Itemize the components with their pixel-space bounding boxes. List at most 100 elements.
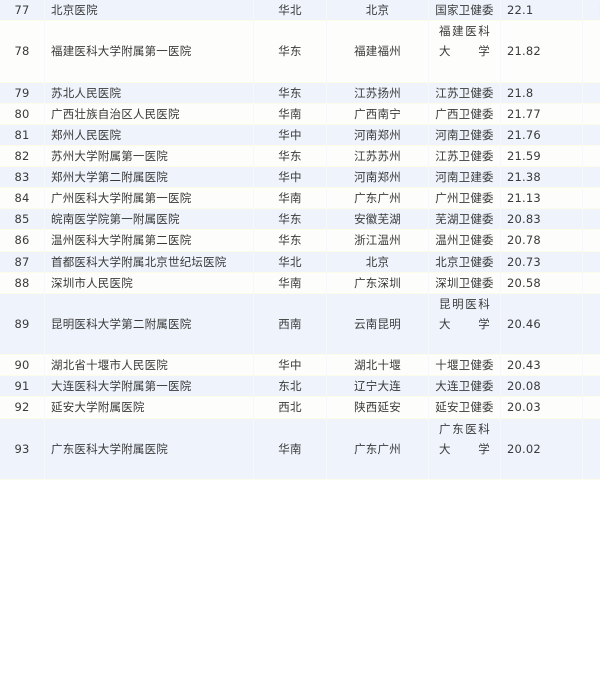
region-cell: 西北 (253, 396, 327, 418)
region-cell: 华东 (253, 20, 327, 82)
region-cell: 华北 (253, 0, 327, 21)
region-cell: 华东 (253, 145, 327, 167)
region-cell: 华中 (253, 124, 327, 146)
hospital-name-cell: 北京医院 (44, 0, 254, 21)
table-body: 77北京医院华北北京国家卫健委22.1国家卫健委直属78福建医科大学附属第一医院… (0, 0, 600, 480)
hospital-name-cell: 广州医科大学附属第一医院 (44, 187, 254, 209)
score-cell: 21.38 (500, 166, 583, 188)
type-cell: 市级卫健委 (582, 187, 600, 209)
rank-cell: 83 (0, 166, 45, 188)
rank-cell: 81 (0, 124, 45, 146)
type-cell: 市级卫健委 (582, 229, 600, 251)
rank-cell: 82 (0, 145, 45, 167)
score-cell: 20.03 (500, 396, 583, 418)
hospital-name-cell: 皖南医学院第一附属医院 (44, 208, 254, 230)
city-cell: 浙江温州 (326, 229, 429, 251)
region-cell: 华南 (253, 187, 327, 209)
city-cell: 江苏苏州 (326, 145, 429, 167)
administrator-cell: 广州卫健委 (428, 187, 501, 209)
score-cell: 20.83 (500, 208, 583, 230)
administrator-cell: 十堰卫健委 (428, 354, 501, 376)
score-cell: 20.02 (500, 418, 583, 480)
administrator-cell: 河南卫健委 (428, 124, 501, 146)
administrator-cell: 延安卫健委 (428, 396, 501, 418)
rank-cell: 90 (0, 354, 45, 376)
region-cell: 华南 (253, 418, 327, 480)
rank-cell: 85 (0, 208, 45, 230)
city-cell: 江苏扬州 (326, 82, 429, 104)
rank-cell: 92 (0, 396, 45, 418)
hospital-name-cell: 首都医科大学附属北京世纪坛医院 (44, 251, 254, 273)
type-cell: 市级卫健委 (582, 375, 600, 397)
administrator-text: 昆明医科大学 (439, 296, 490, 331)
type-cell: 省级卫健委 (582, 145, 600, 167)
rank-cell: 79 (0, 82, 45, 104)
city-cell: 辽宁大连 (326, 375, 429, 397)
region-cell: 华中 (253, 166, 327, 188)
hospital-name-cell: 苏北人民医院 (44, 82, 254, 104)
city-cell: 广东深圳 (326, 272, 429, 294)
type-cell: 省级卫健委 (582, 82, 600, 104)
type-cell: 市级卫健委 (582, 396, 600, 418)
type-cell: 省级卫健委 (582, 251, 600, 273)
hospital-name-cell: 昆明医科大学第二附属医院 (44, 293, 254, 355)
type-cell: 附属医院 (582, 418, 600, 480)
type-cell: 附属医院 (582, 20, 600, 82)
administrator-text: 福建医科大学 (439, 24, 490, 59)
score-cell: 20.08 (500, 375, 583, 397)
administrator-cell: 温州卫健委 (428, 229, 501, 251)
hospital-name-cell: 湖北省十堰市人民医院 (44, 354, 254, 376)
type-cell: 附属医院 (582, 293, 600, 355)
administrator-text: 广东医科大学 (439, 421, 490, 456)
city-cell: 河南郑州 (326, 166, 429, 188)
administrator-cell: 昆明医科大学 (428, 293, 501, 355)
score-cell: 20.46 (500, 293, 583, 355)
score-cell: 21.82 (500, 20, 583, 82)
type-cell: 省级卫健委 (582, 166, 600, 188)
administrator-cell: 广东医科大学 (428, 418, 501, 480)
administrator-cell: 芜湖卫健委 (428, 208, 501, 230)
type-cell: 省级卫健委 (582, 103, 600, 125)
hospital-name-cell: 苏州大学附属第一医院 (44, 145, 254, 167)
city-cell: 云南昆明 (326, 293, 429, 355)
region-cell: 西南 (253, 293, 327, 355)
city-cell: 福建福州 (326, 20, 429, 82)
administrator-cell: 广西卫健委 (428, 103, 501, 125)
hospital-name-cell: 福建医科大学附属第一医院 (44, 20, 254, 82)
city-cell: 广东广州 (326, 418, 429, 480)
rank-cell: 84 (0, 187, 45, 209)
region-cell: 华南 (253, 272, 327, 294)
region-cell: 华南 (253, 103, 327, 125)
hospital-name-cell: 延安大学附属医院 (44, 396, 254, 418)
rank-cell: 86 (0, 229, 45, 251)
city-cell: 北京 (326, 0, 429, 21)
score-cell: 21.76 (500, 124, 583, 146)
city-cell: 北京 (326, 251, 429, 273)
score-cell: 20.58 (500, 272, 583, 294)
rank-cell: 77 (0, 0, 45, 21)
hospital-name-cell: 广西壮族自治区人民医院 (44, 103, 254, 125)
city-cell: 安徽芜湖 (326, 208, 429, 230)
rank-cell: 91 (0, 375, 45, 397)
region-cell: 华中 (253, 354, 327, 376)
hospital-name-cell: 广东医科大学附属医院 (44, 418, 254, 480)
region-cell: 华北 (253, 251, 327, 273)
administrator-cell: 江苏卫健委 (428, 145, 501, 167)
hospital-name-cell: 温州医科大学附属第二医院 (44, 229, 254, 251)
hospital-name-cell: 郑州人民医院 (44, 124, 254, 146)
score-cell: 21.8 (500, 82, 583, 104)
rank-cell: 87 (0, 251, 45, 273)
